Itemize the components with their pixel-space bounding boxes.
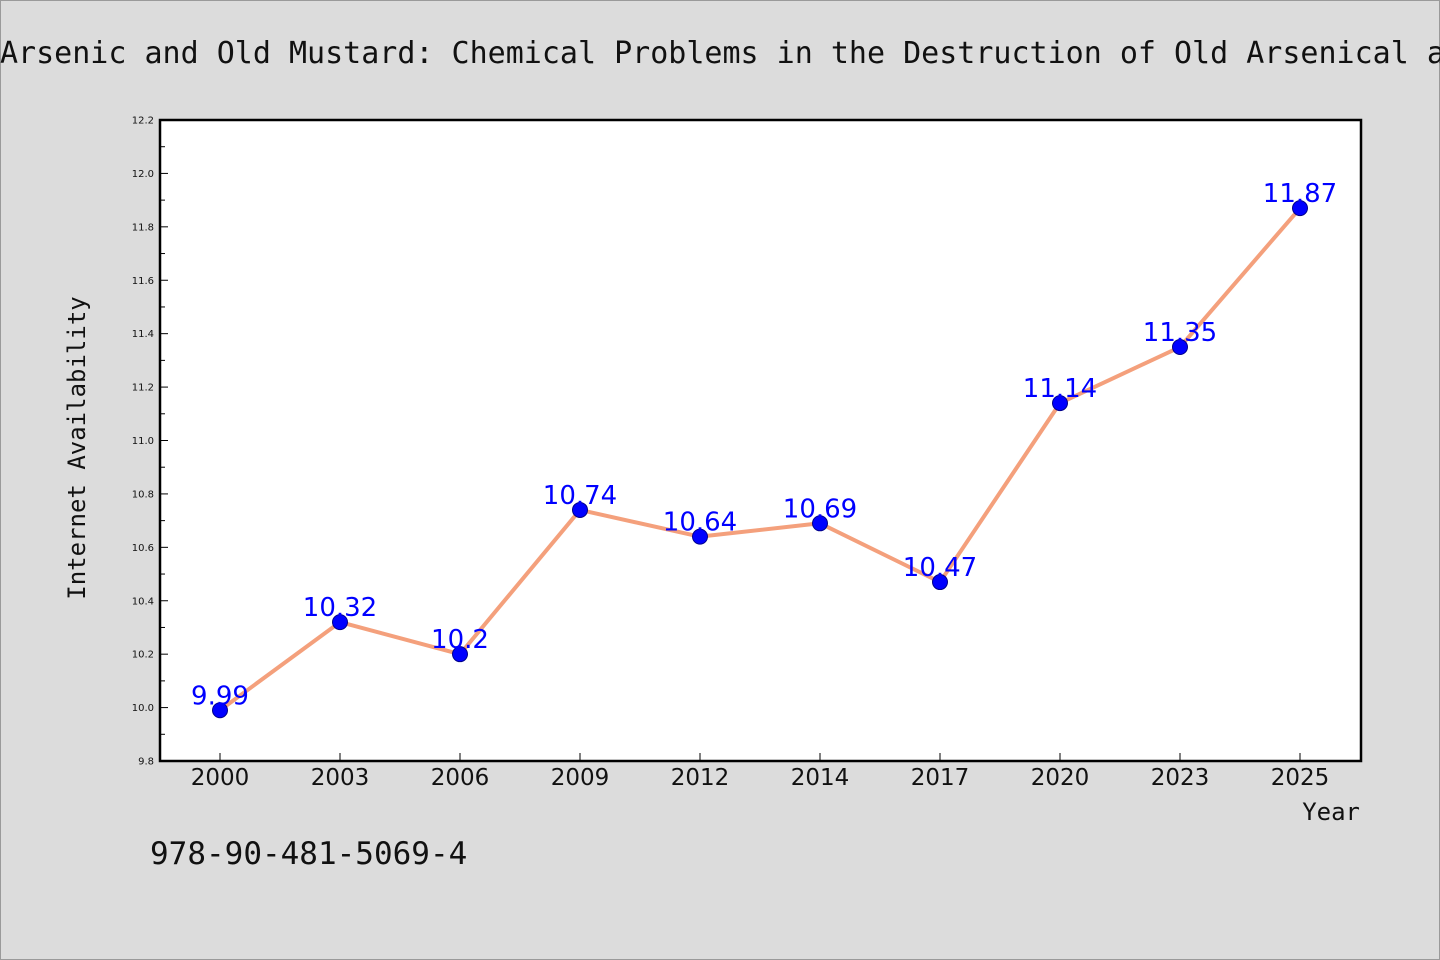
- x-tick-label: 2003: [311, 765, 370, 791]
- y-tick-label: 10.0: [132, 703, 154, 714]
- y-tick-label: 12.2: [132, 116, 154, 127]
- plot-area: [158, 118, 1363, 763]
- y-tick-label: 11.2: [132, 383, 154, 394]
- y-tick-label: 11.4: [132, 329, 154, 340]
- x-tick-label: 2023: [1151, 765, 1210, 791]
- x-tick-label: 2017: [911, 765, 970, 791]
- data-point: [212, 702, 228, 719]
- data-label: 11.35: [1143, 318, 1217, 348]
- x-tick-label: 2014: [791, 765, 850, 791]
- series-revenue-line: [212, 200, 1308, 719]
- data-labels: 9.99 10.32 10.2 10.74 10.64 10.69 10.47 11.14 11…: [191, 179, 1337, 711]
- data-label: 11.87: [1263, 179, 1337, 209]
- y-tick-label: 10.2: [132, 650, 154, 661]
- y-tick-label: 10.6: [132, 543, 154, 554]
- x-tick-label: 2012: [671, 765, 730, 791]
- data-label: 9.99: [191, 681, 249, 711]
- data-point: [1292, 200, 1308, 217]
- y-tick-label: 9.8: [138, 757, 154, 768]
- y-tick-label: 12.0: [132, 169, 154, 180]
- data-point: [692, 528, 708, 545]
- x-tick-label: 2025: [1271, 765, 1330, 791]
- data-point: [932, 574, 948, 591]
- y-tick-label: 11.8: [132, 222, 154, 233]
- y-axis-label: Internet Availability: [63, 296, 91, 599]
- data-point: [452, 646, 468, 663]
- data-label: 10.69: [783, 494, 857, 524]
- x-axis-ticks: 2000 2003 2006 2009 2012 2014 2017 2020 2023 2025: [191, 753, 1330, 791]
- chart-title: Arsenic and Old Mustard: Chemical Proble…: [0, 36, 1440, 71]
- series-line: [218, 206, 1302, 713]
- y-tick-label: 10.4: [132, 596, 154, 607]
- data-point: [812, 515, 828, 532]
- y-tick-label: 11.6: [132, 276, 154, 287]
- y-tick-label: 11.0: [132, 436, 154, 447]
- data-point: [332, 614, 348, 631]
- data-label: 10.2: [431, 625, 489, 655]
- data-label: 10.74: [543, 481, 617, 511]
- x-tick-label: 2009: [551, 765, 610, 791]
- y-tick-label: 10.8: [132, 489, 154, 500]
- x-tick-label: 2020: [1031, 765, 1090, 791]
- y-axis-ticks: 9.8 10.0 10.2 10.4 10.6 10.8 11.0 11.2 11.4 11.6 1…: [132, 116, 168, 768]
- data-point: [1172, 339, 1188, 356]
- data-label: 10.64: [663, 508, 737, 538]
- isbn-annotation: 978-90-481-5069-4: [150, 836, 467, 872]
- x-tick-label: 2000: [191, 765, 250, 791]
- data-point: [1052, 395, 1068, 412]
- data-label: 10.32: [303, 593, 377, 623]
- x-axis-label: Year: [1302, 798, 1360, 826]
- data-point: [572, 501, 588, 518]
- data-label: 10.47: [903, 553, 977, 583]
- data-label: 11.14: [1023, 374, 1097, 404]
- x-tick-label: 2006: [431, 765, 490, 791]
